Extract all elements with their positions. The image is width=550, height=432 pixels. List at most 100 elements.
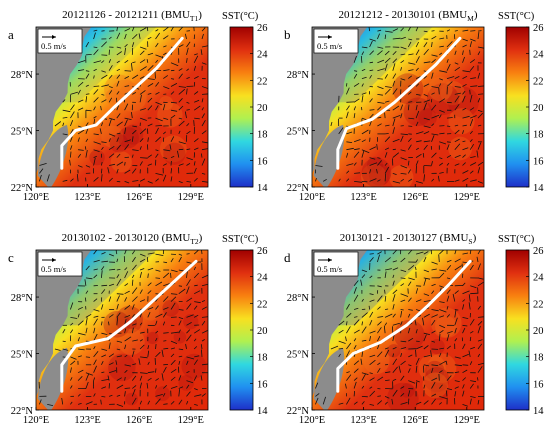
panel-title: 20130121 - 20130127 (BMUS) bbox=[340, 232, 477, 246]
y-tick-label: 22°N bbox=[287, 183, 310, 194]
scale-legend-box bbox=[37, 251, 83, 277]
colorbar-label: SST(°C) bbox=[222, 234, 259, 245]
panel-frame bbox=[311, 249, 485, 411]
scale-legend-box bbox=[313, 28, 359, 54]
x-tick-label: 129°E bbox=[178, 192, 204, 203]
colorbar-tick-label: 16 bbox=[533, 156, 544, 167]
taiwan-land bbox=[313, 124, 345, 187]
y-tick-label: 22°N bbox=[287, 406, 310, 417]
colorbar-tick-label: 18 bbox=[533, 353, 544, 364]
panel-frame bbox=[35, 26, 209, 188]
colorbar-tick-label: 18 bbox=[533, 130, 544, 141]
kuroshio-path bbox=[336, 259, 472, 393]
y-tick-label: 25°N bbox=[11, 350, 34, 361]
y-tick-label: 28°N bbox=[11, 70, 34, 81]
colorbar-tick-label: 26 bbox=[257, 246, 268, 257]
x-tick-label: 120°E bbox=[299, 415, 325, 426]
colorbar: 26 24 22 20 18 16 14 SST(°C) bbox=[498, 11, 544, 194]
colorbar-tick-label: 16 bbox=[257, 156, 268, 167]
colorbar-bar bbox=[229, 26, 254, 188]
taiwan-land bbox=[37, 124, 69, 187]
panel-title: 20121212 - 20130101 (BMUM) bbox=[339, 9, 478, 23]
x-tick-label: 120°E bbox=[299, 192, 325, 203]
x-tick-label: 126°E bbox=[402, 415, 428, 426]
colorbar-tick-label: 26 bbox=[533, 246, 544, 257]
colorbar-tick-label: 22 bbox=[257, 76, 268, 87]
panel-frame bbox=[35, 249, 209, 411]
panel-frame bbox=[311, 26, 485, 188]
scale-legend-box bbox=[313, 251, 359, 277]
colorbar-tick-label: 20 bbox=[257, 103, 268, 114]
y-tick-label: 25°N bbox=[11, 127, 34, 138]
x-tick-label: 123°E bbox=[74, 192, 100, 203]
y-tick-label: 22°N bbox=[11, 406, 34, 417]
colorbar-tick-label: 26 bbox=[533, 23, 544, 34]
x-tick-label: 126°E bbox=[126, 415, 152, 426]
y-tick-label: 25°N bbox=[287, 127, 310, 138]
colorbar-tick-label: 18 bbox=[257, 353, 268, 364]
y-tick-label: 28°N bbox=[11, 293, 34, 304]
scale-legend-box bbox=[37, 28, 83, 54]
china-coast-land bbox=[312, 250, 368, 397]
x-tick-label: 120°E bbox=[23, 415, 49, 426]
x-tick-label: 126°E bbox=[126, 192, 152, 203]
colorbar-tick-label: 24 bbox=[533, 273, 544, 284]
taiwan-land bbox=[313, 347, 345, 410]
scale-label: 0.5 m/s bbox=[41, 41, 66, 51]
colorbar-label: SST(°C) bbox=[222, 11, 259, 22]
colorbar-bar bbox=[229, 249, 254, 411]
colorbar-label: SST(°C) bbox=[498, 11, 535, 22]
velocity-vectors bbox=[38, 250, 208, 407]
taiwan-land bbox=[37, 347, 69, 410]
x-tick-label: 123°E bbox=[74, 415, 100, 426]
x-tick-label: 126°E bbox=[402, 192, 428, 203]
kuroshio-path bbox=[60, 259, 198, 393]
panel-b: 0.5 m/s b 20121212 - 20130101 (BMUM) 120°E 1… bbox=[284, 9, 544, 203]
x-tick-label: 129°E bbox=[454, 192, 480, 203]
panel-d: 0.5 m/s d 20130121 - 20130127 (BMUS) 120°E 1… bbox=[284, 232, 544, 426]
panel-title: 20130102 - 20130120 (BMUT2) bbox=[62, 232, 203, 246]
x-tick-label: 123°E bbox=[350, 415, 376, 426]
y-tick-label: 28°N bbox=[287, 70, 310, 81]
y-tick-label: 22°N bbox=[11, 183, 34, 194]
china-coast-land bbox=[36, 27, 92, 174]
colorbar-tick-label: 14 bbox=[257, 183, 268, 194]
y-tick-label: 25°N bbox=[287, 350, 310, 361]
colorbar-tick-label: 14 bbox=[533, 183, 544, 194]
scale-label: 0.5 m/s bbox=[317, 264, 342, 274]
colorbar-tick-label: 20 bbox=[533, 326, 544, 337]
panel-title: 20121126 - 20121211 (BMUT1) bbox=[62, 9, 202, 23]
colorbar-tick-label: 22 bbox=[533, 299, 544, 310]
colorbar-bar bbox=[505, 26, 530, 188]
colorbar-tick-label: 24 bbox=[533, 50, 544, 61]
colorbar-tick-label: 22 bbox=[257, 299, 268, 310]
colorbar-tick-label: 16 bbox=[533, 379, 544, 390]
china-coast-land bbox=[312, 27, 368, 174]
colorbar-tick-label: 20 bbox=[257, 326, 268, 337]
x-tick-label: 123°E bbox=[350, 192, 376, 203]
panel-letter: a bbox=[8, 27, 14, 42]
colorbar-label: SST(°C) bbox=[498, 234, 535, 245]
colorbar-tick-label: 18 bbox=[257, 130, 268, 141]
colorbar: 26 24 22 20 18 16 14 SST(°C) bbox=[222, 11, 268, 194]
panel-letter: c bbox=[8, 250, 14, 265]
scale-label: 0.5 m/s bbox=[317, 41, 342, 51]
colorbar-tick-label: 14 bbox=[257, 406, 268, 417]
y-tick-label: 28°N bbox=[287, 293, 310, 304]
panel-a: 0.5 m/s a 20121126 - 20121211 (BMUT1) 120°E… bbox=[8, 9, 268, 203]
china-coast-land bbox=[36, 250, 92, 397]
colorbar-bar bbox=[505, 249, 530, 411]
panel-letter: b bbox=[284, 27, 291, 42]
colorbar-tick-label: 22 bbox=[533, 76, 544, 87]
colorbar-tick-label: 16 bbox=[257, 379, 268, 390]
colorbar-tick-label: 24 bbox=[257, 273, 268, 284]
scale-label: 0.5 m/s bbox=[41, 264, 66, 274]
colorbar: 26 24 22 20 18 16 14 SST(°C) bbox=[222, 234, 268, 417]
colorbar-tick-label: 20 bbox=[533, 103, 544, 114]
x-tick-label: 129°E bbox=[178, 415, 204, 426]
colorbar-tick-label: 26 bbox=[257, 23, 268, 34]
x-tick-label: 129°E bbox=[454, 415, 480, 426]
panel-c: 0.5 m/s c 20130102 - 20130120 (BMUT2) 120°E… bbox=[8, 232, 268, 426]
velocity-vectors bbox=[39, 27, 208, 184]
